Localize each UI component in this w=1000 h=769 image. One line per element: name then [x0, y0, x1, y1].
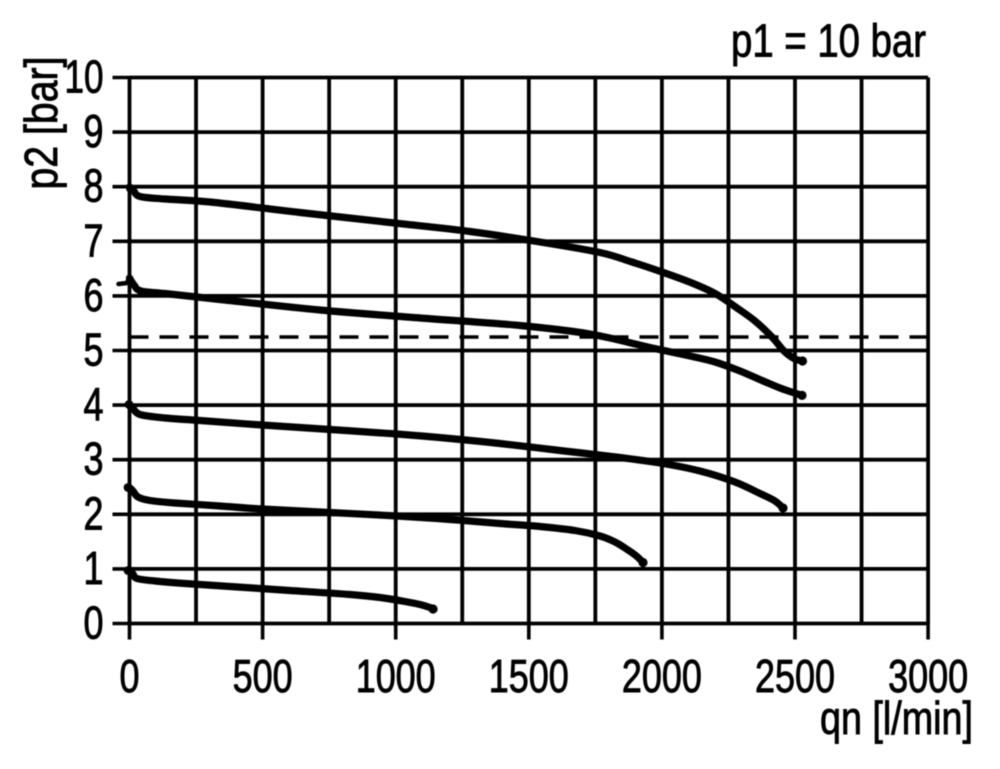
svg-text:10: 10 — [65, 51, 104, 103]
svg-text:500: 500 — [233, 650, 293, 702]
svg-text:2000: 2000 — [622, 650, 702, 702]
svg-text:qn [l/min]: qn [l/min] — [820, 692, 973, 744]
svg-text:3: 3 — [84, 433, 104, 485]
svg-text:6: 6 — [84, 269, 104, 321]
svg-text:7: 7 — [84, 214, 104, 266]
svg-text:1000: 1000 — [356, 650, 436, 702]
svg-text:8: 8 — [84, 160, 104, 212]
svg-text:1: 1 — [84, 542, 104, 594]
svg-text:2: 2 — [84, 487, 104, 539]
svg-text:1500: 1500 — [489, 650, 569, 702]
svg-text:5: 5 — [84, 324, 104, 376]
svg-text:p2 [bar]: p2 [bar] — [15, 57, 67, 190]
svg-text:0: 0 — [84, 597, 104, 649]
svg-text:4: 4 — [84, 378, 104, 430]
svg-text:p1 = 10 bar: p1 = 10 bar — [731, 15, 926, 67]
svg-text:2500: 2500 — [755, 650, 835, 702]
svg-text:0: 0 — [120, 650, 140, 702]
svg-text:3000: 3000 — [888, 650, 968, 702]
svg-text:9: 9 — [84, 105, 104, 157]
